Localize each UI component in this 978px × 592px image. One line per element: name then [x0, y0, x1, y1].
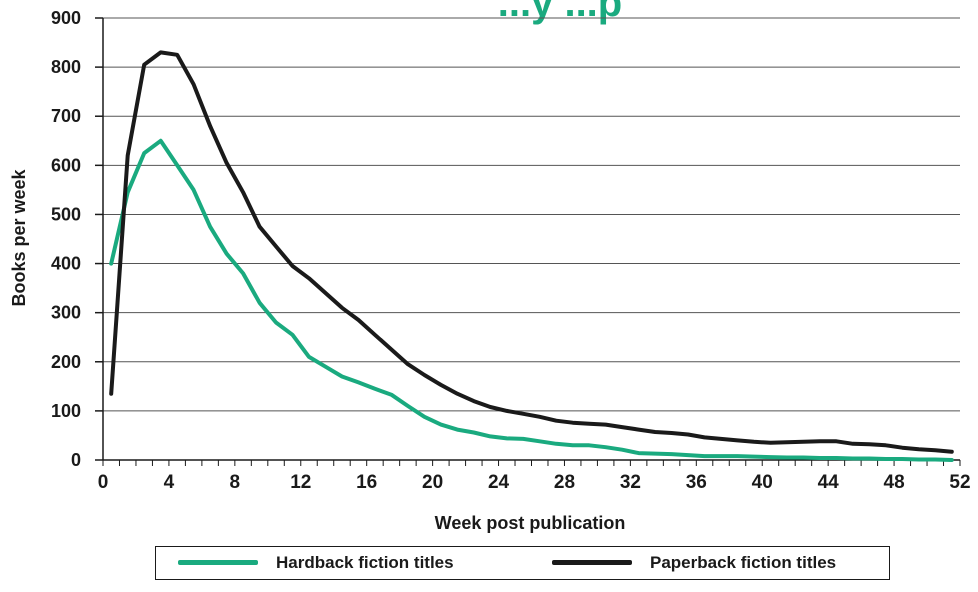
y-tick-label: 100 — [51, 401, 81, 421]
legend-label-hardback: Hardback fiction titles — [276, 552, 454, 572]
y-tick-label: 900 — [51, 8, 81, 28]
y-tick-label: 300 — [51, 303, 81, 323]
y-tick-label: 700 — [51, 106, 81, 126]
x-tick-label: 8 — [230, 472, 241, 493]
x-axis-title: Week post publication — [435, 513, 626, 533]
axes — [95, 17, 961, 466]
legend-swatch-hardback — [178, 560, 258, 565]
x-tick-label: 28 — [554, 472, 575, 493]
x-tick-label: 12 — [290, 472, 311, 493]
x-tick-label: 0 — [98, 472, 109, 493]
x-tick-labels: 0 4 8 12 16 20 24 28 32 36 40 44 48 52 — [98, 472, 971, 493]
y-tick-label: 500 — [51, 204, 81, 224]
legend-item-paperback: Paperback fiction titles — [552, 547, 836, 578]
gridlines — [103, 17, 960, 412]
x-tick-label: 24 — [488, 472, 510, 493]
x-tick-label: 32 — [620, 472, 641, 493]
x-tick-label: 16 — [356, 472, 377, 493]
y-tick-label: 0 — [71, 450, 81, 470]
legend-label-paperback: Paperback fiction titles — [650, 552, 837, 572]
series-line-hardback — [109, 138, 954, 462]
y-tick-label: 800 — [51, 57, 81, 77]
y-axis-title: Books per week — [9, 168, 29, 306]
y-tick-label: 400 — [51, 254, 81, 274]
y-tick-labels: 0 100 200 300 400 500 600 700 800 900 — [51, 8, 81, 470]
x-tick-label: 44 — [818, 472, 840, 493]
chart-title: ...y ...p — [498, 0, 622, 25]
x-tick-label: 20 — [422, 472, 443, 493]
series-lines — [109, 50, 954, 462]
x-tick-label: 4 — [164, 472, 175, 493]
legend-item-hardback: Hardback fiction titles — [178, 547, 454, 578]
y-tick-label: 200 — [51, 352, 81, 372]
series-line-paperback — [109, 50, 954, 454]
legend-swatch-paperback — [552, 560, 632, 565]
y-tick-label: 600 — [51, 155, 81, 175]
x-tick-label: 48 — [884, 472, 905, 493]
legend: Hardback fiction titles Paperback fictio… — [155, 546, 890, 580]
x-tick-label: 36 — [686, 472, 707, 493]
x-tick-label: 52 — [949, 472, 970, 493]
x-tick-label: 40 — [752, 472, 773, 493]
